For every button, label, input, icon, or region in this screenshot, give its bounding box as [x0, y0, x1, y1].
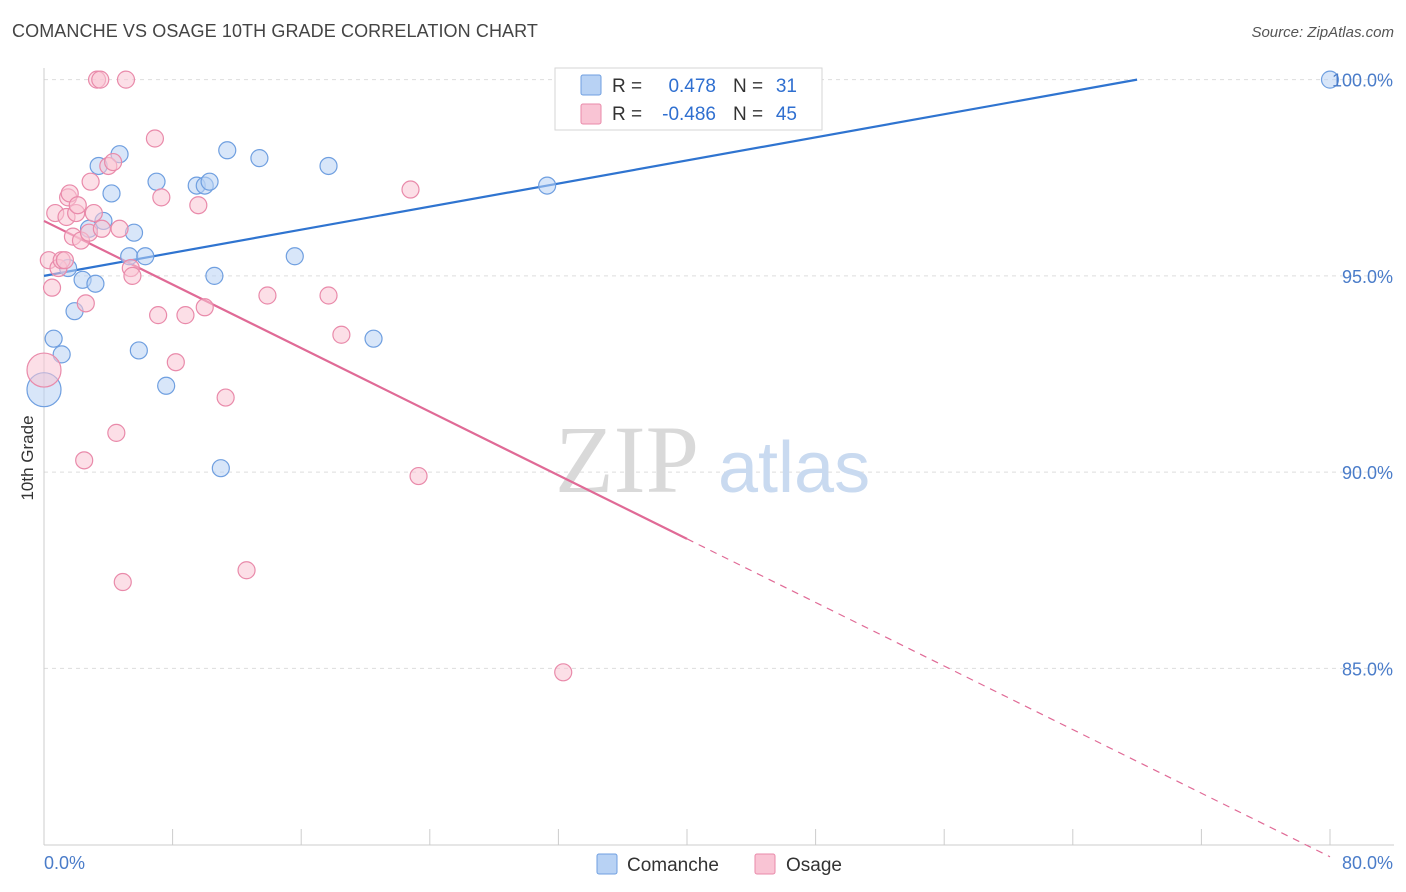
point-comanche — [364, 329, 383, 348]
point-osage — [123, 266, 142, 285]
point-osage — [319, 286, 338, 305]
point-comanche — [129, 341, 148, 360]
point-osage — [189, 196, 208, 215]
y-tick-label: 90.0% — [1342, 463, 1393, 483]
watermark-atlas: atlas — [718, 428, 870, 508]
point-osage — [401, 180, 420, 199]
x-tick-label: 0.0% — [44, 853, 85, 873]
legend-r-value-osage: -0.486 — [662, 104, 716, 125]
point-comanche — [102, 184, 121, 203]
point-osage — [104, 152, 123, 172]
stats-legend: R = 0.478 N = 31 R = -0.486 N = 45 — [554, 67, 823, 131]
trend-lines — [43, 78, 1331, 858]
point-osage — [107, 423, 126, 442]
legend-n-label-osage: N = — [733, 104, 763, 125]
point-osage — [81, 172, 100, 191]
y-tick-label: 85.0% — [1342, 659, 1393, 679]
point-comanche — [211, 459, 230, 478]
point-comanche — [538, 176, 557, 195]
point-comanche — [136, 247, 155, 266]
point-comanche — [1320, 70, 1340, 89]
point-osage — [84, 203, 103, 223]
series-legend-swatch-osage — [754, 853, 776, 875]
source-label: Source: ZipAtlas.com — [1251, 24, 1394, 41]
point-osage — [42, 278, 62, 297]
point-osage — [409, 466, 428, 486]
point-osage — [195, 298, 214, 317]
trend-line-comanche — [43, 78, 1138, 277]
point-comanche — [147, 172, 166, 191]
y-tick-label: 95.0% — [1342, 267, 1393, 287]
x-tick-label: 80.0% — [1342, 853, 1393, 873]
series-legend-swatch-comanche — [596, 853, 618, 875]
point-osage — [116, 70, 136, 89]
point-osage — [237, 561, 256, 580]
legend-swatch-osage — [580, 103, 602, 125]
point-osage — [75, 451, 94, 470]
legend-n-value-osage: 45 — [776, 104, 797, 125]
point-osage — [113, 572, 132, 592]
point-comanche — [157, 376, 176, 395]
trend-line-extension-osage — [686, 538, 1331, 858]
point-osage — [91, 70, 110, 89]
point-osage — [149, 306, 168, 325]
x-tick-labels: 0.0% 80.0% — [44, 853, 1393, 873]
watermark-zip: ZIP — [555, 406, 699, 513]
y-axis-title: 10th Grade — [18, 415, 37, 500]
point-osage — [110, 219, 129, 238]
point-osage — [176, 306, 195, 325]
series-legend-label-osage: Osage — [786, 855, 842, 876]
axes — [43, 68, 1394, 846]
point-comanche — [86, 274, 105, 293]
series-legend: Comanche Osage — [596, 853, 842, 876]
point-comanche — [218, 141, 237, 160]
point-osage — [216, 388, 235, 407]
point-comanche — [52, 345, 71, 364]
legend-r-value-comanche: 0.478 — [668, 76, 716, 97]
legend-n-label-comanche: N = — [733, 76, 763, 97]
y-tick-labels: 85.0% 90.0% 95.0% 100.0% — [1332, 71, 1393, 680]
series-legend-label-comanche: Comanche — [627, 855, 719, 876]
point-comanche — [44, 329, 63, 348]
point-comanche — [200, 172, 219, 191]
point-osage — [92, 219, 111, 238]
chart-title: COMANCHE VS OSAGE 10TH GRADE CORRELATION… — [12, 21, 539, 41]
point-osage — [152, 188, 171, 207]
point-osage — [55, 251, 74, 270]
point-osage — [332, 325, 351, 344]
point-osage — [258, 286, 277, 305]
point-osage — [26, 352, 62, 388]
y-tick-label: 100.0% — [1332, 71, 1393, 91]
point-osage — [166, 353, 185, 372]
point-osage — [145, 129, 165, 148]
point-osage — [76, 294, 95, 313]
point-osage — [554, 663, 573, 682]
point-comanche — [250, 149, 269, 168]
data-points — [26, 70, 1340, 682]
trend-line-osage — [43, 219, 688, 540]
point-comanche — [205, 266, 224, 285]
legend-r-label-comanche: R = — [612, 76, 642, 97]
legend-swatch-comanche — [580, 74, 602, 96]
gridlines — [44, 79, 1390, 669]
legend-n-value-comanche: 31 — [776, 76, 797, 97]
point-comanche — [319, 156, 338, 176]
legend-r-label-osage: R = — [612, 104, 642, 125]
point-comanche — [285, 247, 304, 266]
point-osage — [68, 196, 87, 215]
